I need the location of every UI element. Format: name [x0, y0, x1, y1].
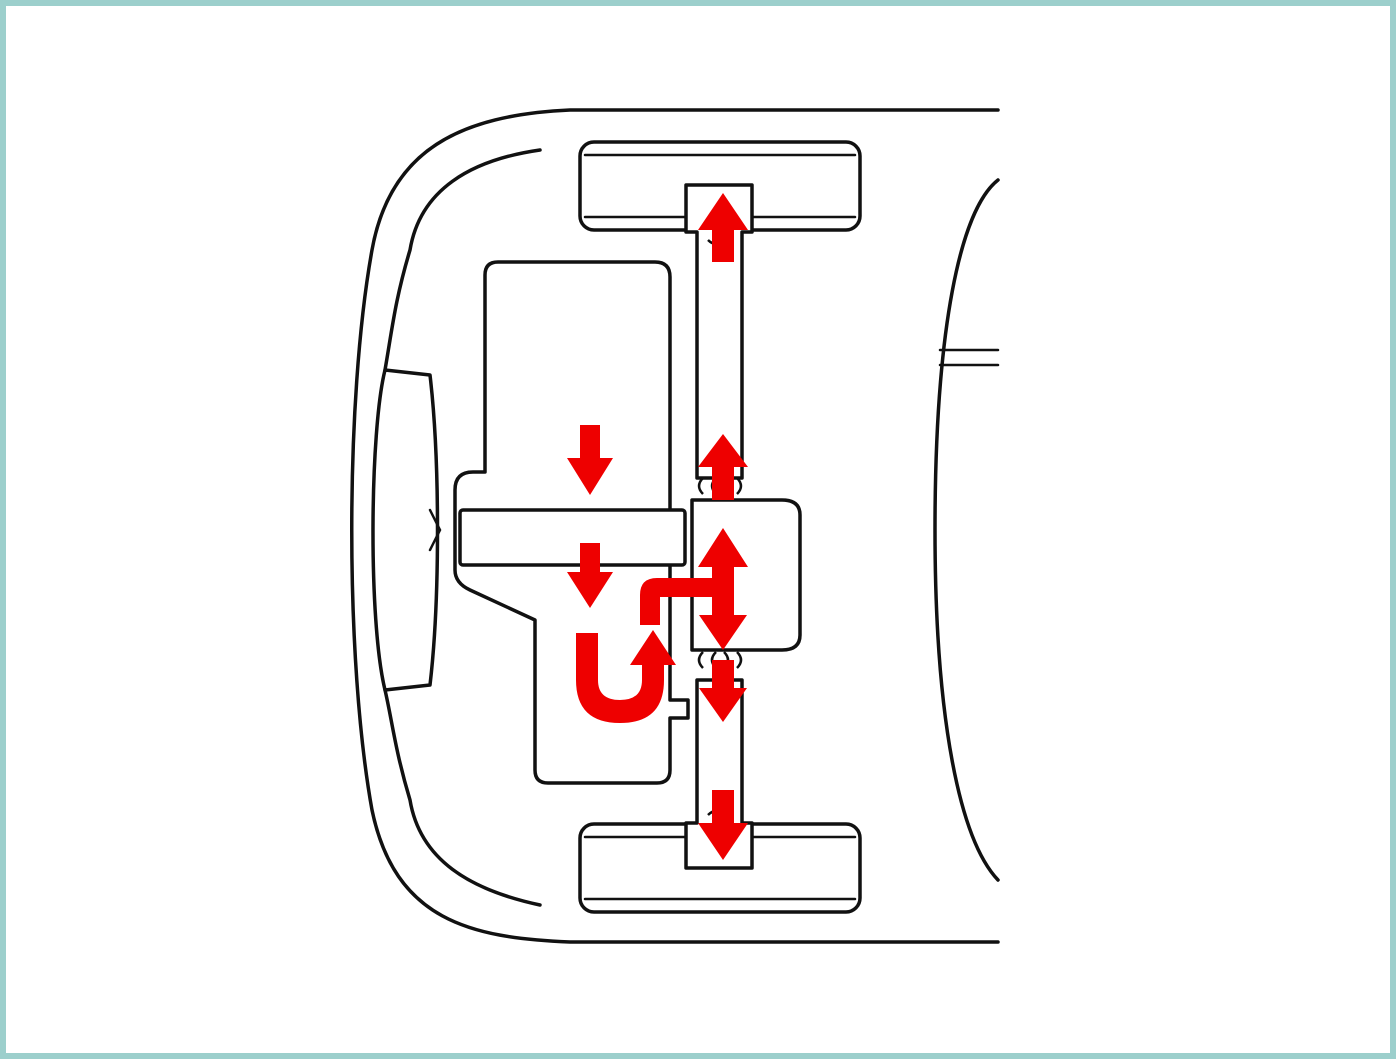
grille-notch [428, 508, 442, 552]
lower-shaft-down-arrow [699, 660, 747, 722]
windshield-curve [933, 178, 1000, 882]
top-wheel-up-arrow [698, 193, 748, 262]
transmission [458, 508, 687, 567]
body-outer-outline [350, 108, 1000, 944]
engine-down-arrow [567, 425, 613, 495]
hood-left-curve-lower [383, 688, 542, 907]
transmission-down-arrow [567, 543, 613, 608]
grille-outline [371, 368, 440, 692]
hood-left-curve [383, 148, 542, 372]
u-turn-arrow [576, 630, 676, 723]
branch-connector [640, 578, 712, 625]
upper-shaft-up-arrow [698, 434, 748, 500]
front-axle [684, 183, 754, 870]
bottom-wheel-down-arrow [698, 790, 748, 860]
vehicle-body [350, 108, 1000, 944]
branch-up-arrow [698, 528, 748, 605]
lower-axle-housing [684, 678, 754, 870]
upper-axle-housing [684, 183, 754, 480]
branch-down-arrow [699, 595, 747, 650]
